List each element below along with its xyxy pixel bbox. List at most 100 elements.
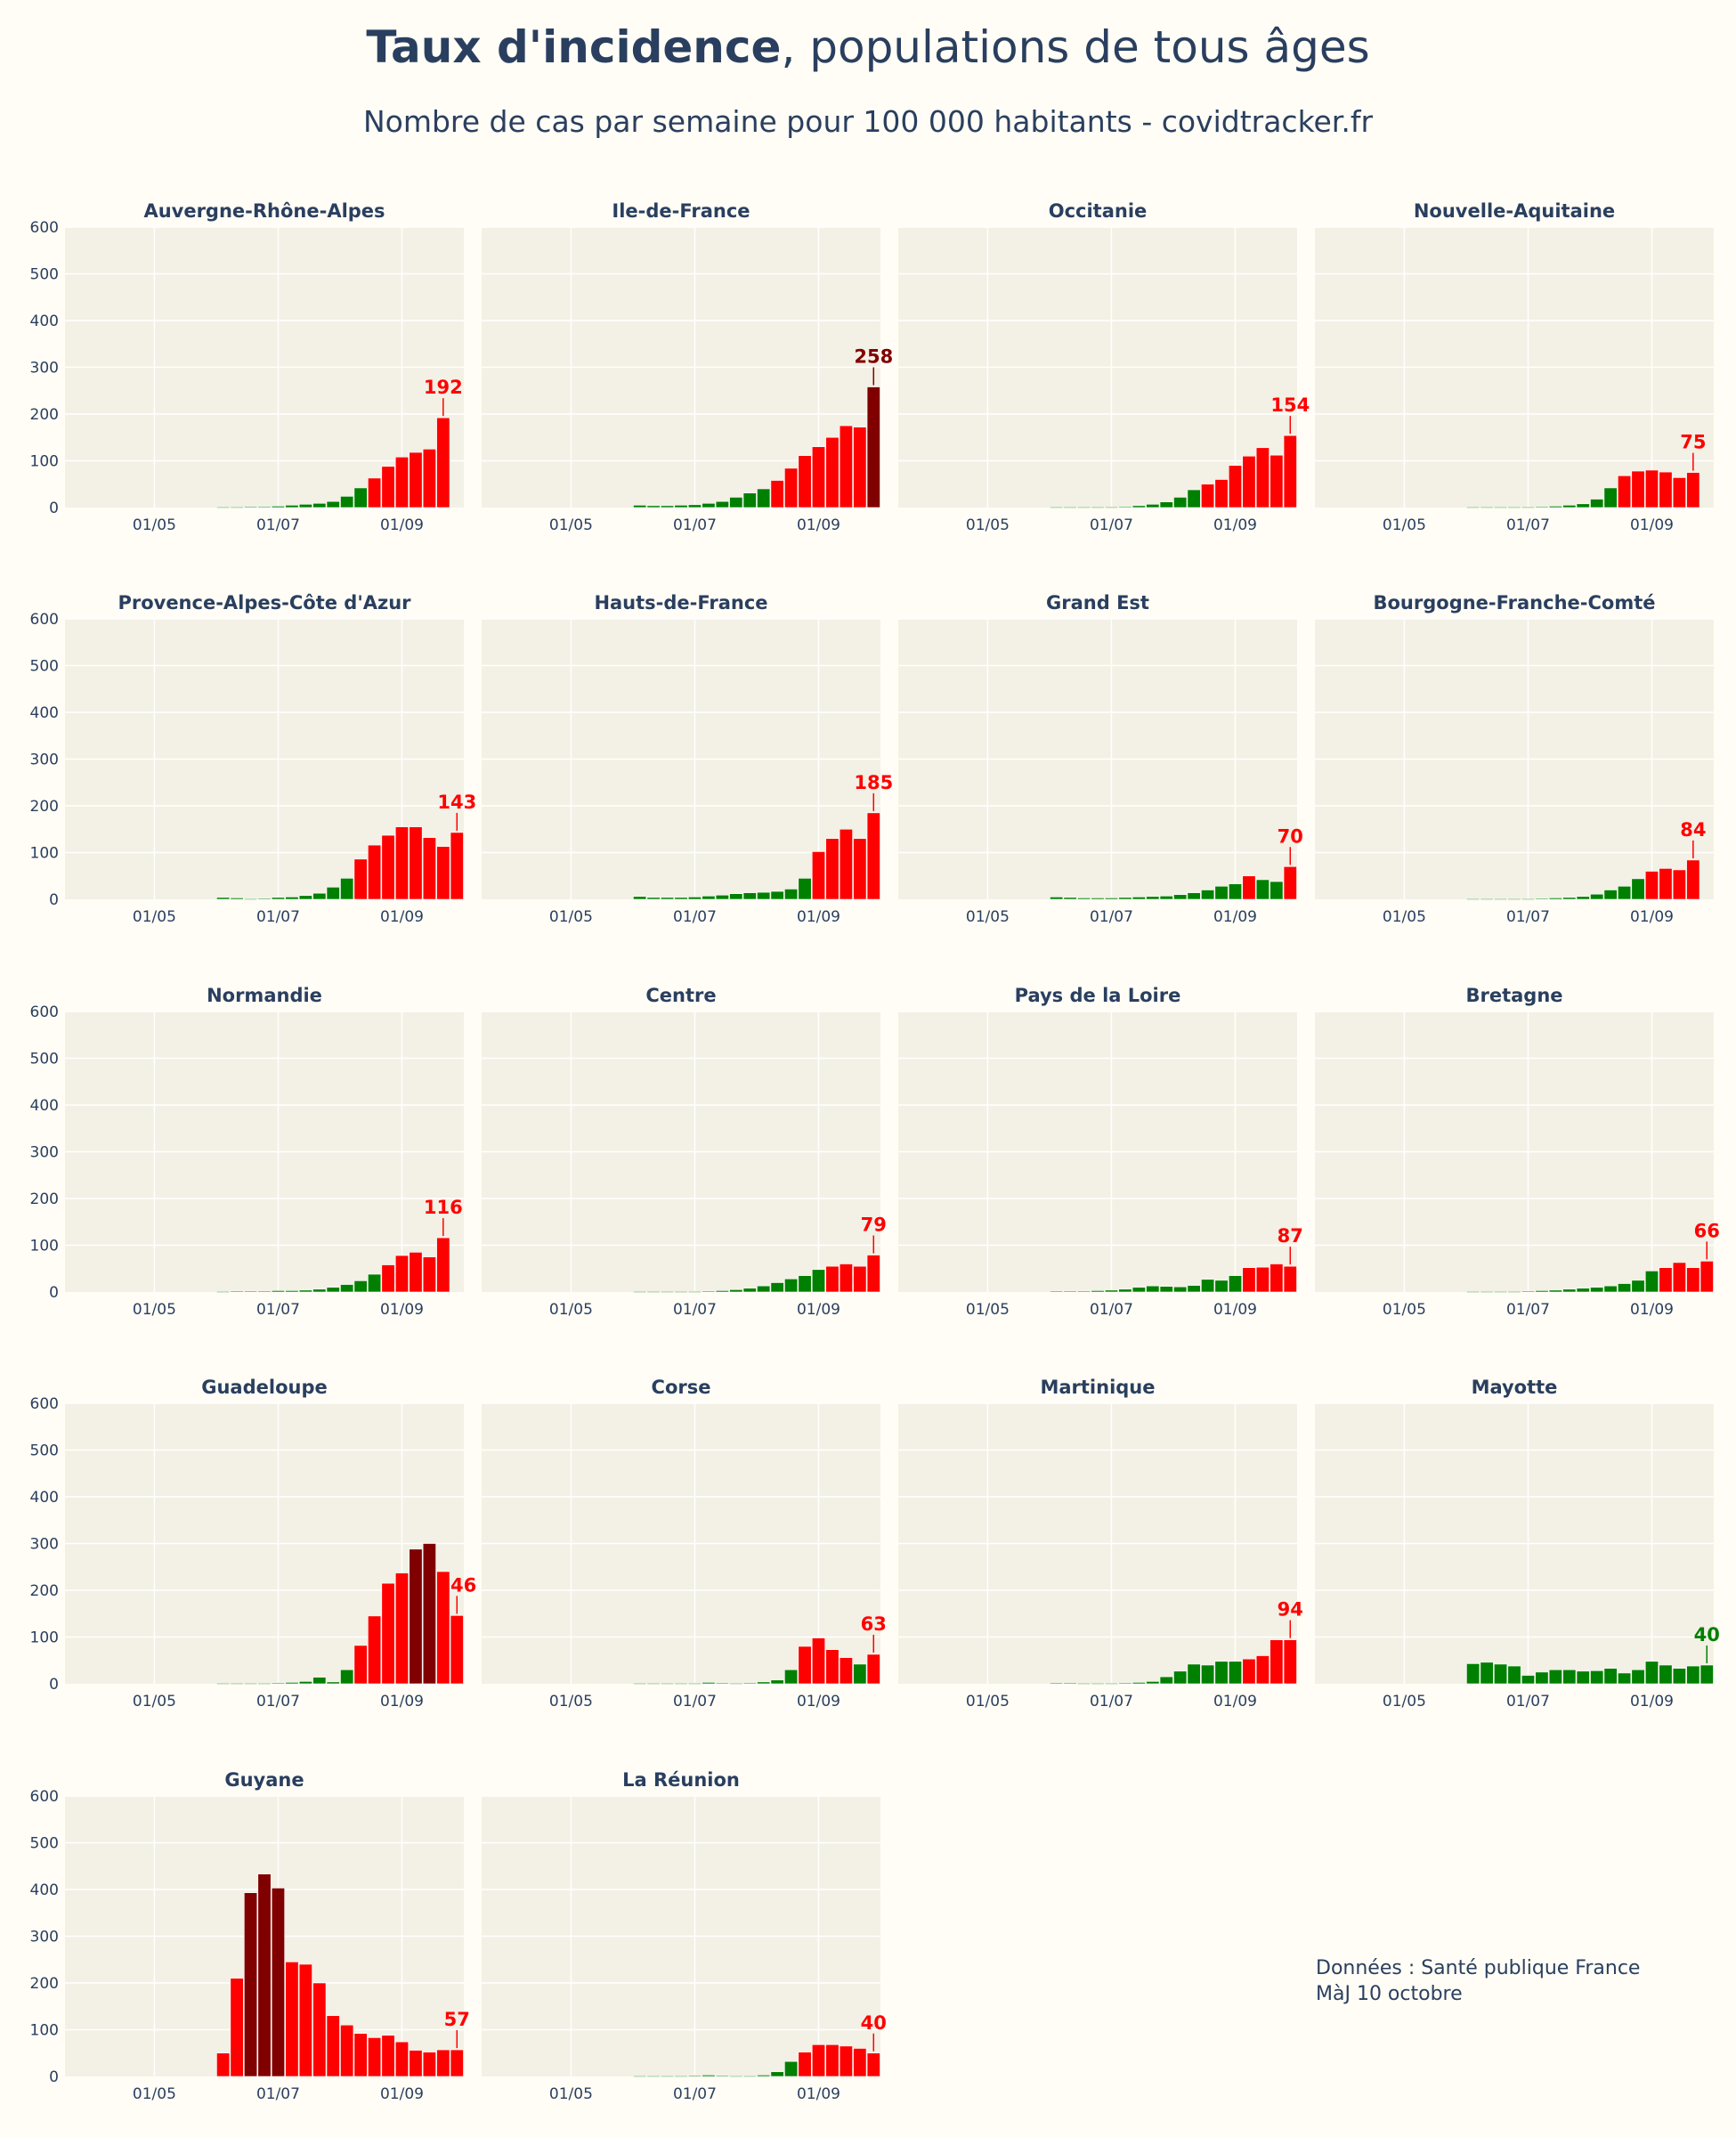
region-panel: 01/05 01/07 01/09 Grand Est 70: [898, 592, 1303, 926]
data-bar: [1283, 435, 1297, 508]
data-bar: [1104, 898, 1118, 900]
last-value-label: 185: [854, 772, 893, 793]
data-bar: [409, 2050, 423, 2077]
data-bar: [1050, 897, 1064, 900]
y-tick-label: 200: [30, 406, 59, 424]
data-bar: [436, 1571, 450, 1685]
data-bar: [866, 812, 880, 900]
last-value-label: 79: [861, 1215, 887, 1236]
x-tick-label: 01/07: [1090, 516, 1133, 534]
data-bar: [1562, 897, 1577, 900]
data-bar: [450, 832, 464, 900]
x-tick-label: 01/09: [1213, 1301, 1257, 1319]
data-bar: [381, 1264, 395, 1293]
data-bar: [1631, 878, 1645, 900]
data-bar: [866, 1654, 880, 1685]
y-tick-label: 0: [49, 500, 59, 517]
data-bar: [1672, 1668, 1686, 1685]
y-tick-label: 300: [30, 360, 59, 378]
y-tick-label: 0: [49, 1676, 59, 1694]
data-bar: [811, 2044, 826, 2077]
data-bar: [1159, 1676, 1173, 1685]
y-tick-label: 400: [30, 1097, 59, 1115]
data-bar: [1159, 1286, 1173, 1293]
data-bar: [326, 1681, 340, 1685]
data-bar: [450, 2049, 464, 2077]
data-bar: [368, 1615, 382, 1685]
data-bar: [257, 898, 272, 900]
data-bar: [770, 480, 784, 508]
data-bar: [1201, 483, 1215, 508]
data-bar: [1562, 1288, 1577, 1293]
region-title: Mayotte: [1472, 1377, 1558, 1398]
last-value-label: 75: [1680, 432, 1706, 453]
data-bar: [715, 1290, 729, 1293]
region-title: Provence-Alpes-Côte d'Azur: [118, 592, 411, 613]
data-bar: [1132, 1287, 1146, 1293]
data-bar: [1535, 1671, 1549, 1685]
data-bar: [340, 2024, 354, 2077]
data-bar: [1480, 898, 1494, 900]
y-tick-label: 100: [30, 453, 59, 471]
data-bar: [1659, 1664, 1673, 1685]
last-value-label: 143: [437, 792, 476, 813]
data-bar: [1187, 892, 1201, 900]
data-bar: [1603, 1285, 1618, 1293]
data-bar: [1187, 1663, 1201, 1685]
data-bar: [1091, 1290, 1105, 1293]
data-bar: [661, 1683, 675, 1685]
data-bar: [1466, 1663, 1480, 1685]
data-bar: [353, 487, 368, 508]
data-bar: [1091, 507, 1105, 508]
data-bar: [853, 1663, 867, 1685]
x-tick-label: 01/07: [256, 516, 300, 534]
data-bar: [702, 502, 716, 508]
data-bar: [839, 1657, 853, 1685]
data-bar: [436, 417, 450, 508]
last-value-label: 84: [1680, 819, 1706, 841]
data-bar: [394, 826, 410, 900]
region-title: Ile-de-France: [612, 200, 750, 222]
data-bar: [230, 1978, 244, 2077]
data-bar: [770, 2071, 784, 2077]
data-bar: [784, 1279, 799, 1293]
data-bar: [729, 1683, 743, 1685]
data-bar: [1644, 871, 1659, 900]
y-tick-label: 200: [30, 1582, 59, 1600]
data-bar: [257, 506, 272, 508]
data-bar: [811, 1269, 826, 1293]
y-tick-label: 100: [30, 2022, 59, 2040]
data-bar: [368, 844, 382, 900]
x-tick-label: 01/07: [673, 1693, 717, 1710]
region-title: Auvergne-Rhône-Alpes: [143, 200, 385, 222]
data-bar: [436, 846, 450, 900]
data-bar: [394, 1572, 410, 1685]
data-bar: [394, 456, 410, 508]
data-bar: [1146, 1681, 1160, 1685]
data-bar: [674, 897, 688, 900]
data-bar: [285, 1682, 299, 1685]
data-bar: [1494, 1291, 1508, 1293]
data-bar: [1507, 898, 1521, 900]
data-bar: [1242, 875, 1256, 900]
data-bar: [1686, 859, 1700, 900]
data-bar: [798, 1645, 812, 1685]
data-bar: [866, 386, 880, 508]
data-bar: [394, 1255, 410, 1293]
data-bar: [1187, 489, 1201, 508]
x-tick-label: 01/07: [1090, 1301, 1133, 1319]
x-tick-label: 01/09: [380, 2085, 424, 2103]
data-bar: [340, 1284, 354, 1293]
data-bar: [1699, 1261, 1714, 1293]
data-bar: [1562, 1669, 1577, 1685]
data-bar: [1132, 1682, 1146, 1685]
data-bar: [757, 1681, 771, 1685]
region-panel: 0 100 200 300 400 500 600 01/05 01/07 01/09 Guyane…: [30, 1769, 470, 2103]
y-tick-label: 500: [30, 1835, 59, 1853]
x-tick-label: 01/09: [1213, 516, 1257, 534]
data-bar: [1228, 465, 1243, 508]
data-bar: [1644, 1271, 1659, 1293]
data-bar: [326, 500, 340, 508]
data-bar: [244, 1683, 258, 1685]
